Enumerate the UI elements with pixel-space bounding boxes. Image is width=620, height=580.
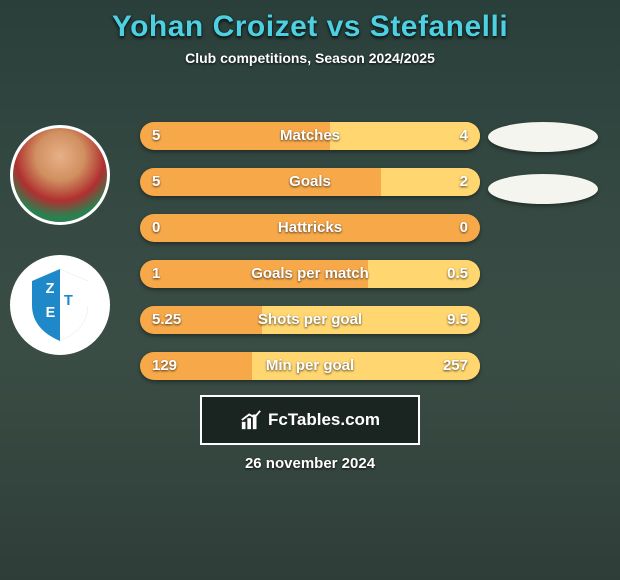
svg-text:E: E — [46, 305, 56, 321]
stat-value-player2: 9.5 — [447, 306, 468, 334]
stat-value-player2: 0.5 — [447, 260, 468, 288]
stat-row: Min per goal129 257 — [140, 352, 480, 382]
player2-pill-column — [488, 122, 598, 226]
stat-row: Shots per goal5.25 9.5 — [140, 306, 480, 336]
stat-label: Matches — [140, 122, 480, 150]
stat-value-player1: 5.25 — [152, 306, 181, 334]
stat-row: Hattricks0 0 — [140, 214, 480, 244]
player2-pill — [488, 122, 598, 152]
footer-brand-badge: FcTables.com — [200, 395, 420, 445]
svg-text:Z: Z — [46, 281, 55, 297]
stat-value-player2: 0 — [460, 214, 468, 242]
stat-row: Goals5 2 — [140, 168, 480, 198]
stat-label: Min per goal — [140, 352, 480, 380]
subtitle: Club competitions, Season 2024/2025 — [0, 50, 620, 66]
stat-rows: Matches54Goals52Hattricks00Goals per mat… — [140, 122, 480, 398]
stat-value-player1: 0 — [152, 214, 160, 242]
stat-value-player1: 5 — [152, 168, 160, 196]
avatar-column: Z T E — [10, 125, 110, 385]
player2-pill — [488, 174, 598, 204]
player2-avatar: Z T E — [10, 255, 110, 355]
chart-icon — [240, 409, 262, 431]
stat-label: Goals — [140, 168, 480, 196]
player1-avatar — [10, 125, 110, 225]
stat-value-player1: 129 — [152, 352, 177, 380]
stat-label: Hattricks — [140, 214, 480, 242]
stat-row: Matches5 4 — [140, 122, 480, 152]
stat-label: Goals per match — [140, 260, 480, 288]
stat-value-player1: 1 — [152, 260, 160, 288]
svg-text:T: T — [64, 293, 73, 309]
footer-date: 26 november 2024 — [0, 455, 620, 472]
stat-value-player2: 2 — [460, 168, 468, 196]
stat-row: Goals per match1 0.5 — [140, 260, 480, 290]
stat-value-player1: 5 — [152, 122, 160, 150]
footer-brand-text: FcTables.com — [268, 410, 380, 430]
player2-logo-icon: Z T E — [20, 265, 100, 345]
stat-value-player2: 4 — [460, 122, 468, 150]
stat-label: Shots per goal — [140, 306, 480, 334]
page-title: Yohan Croizet vs Stefanelli — [0, 0, 620, 44]
stat-value-player2: 257 — [443, 352, 468, 380]
